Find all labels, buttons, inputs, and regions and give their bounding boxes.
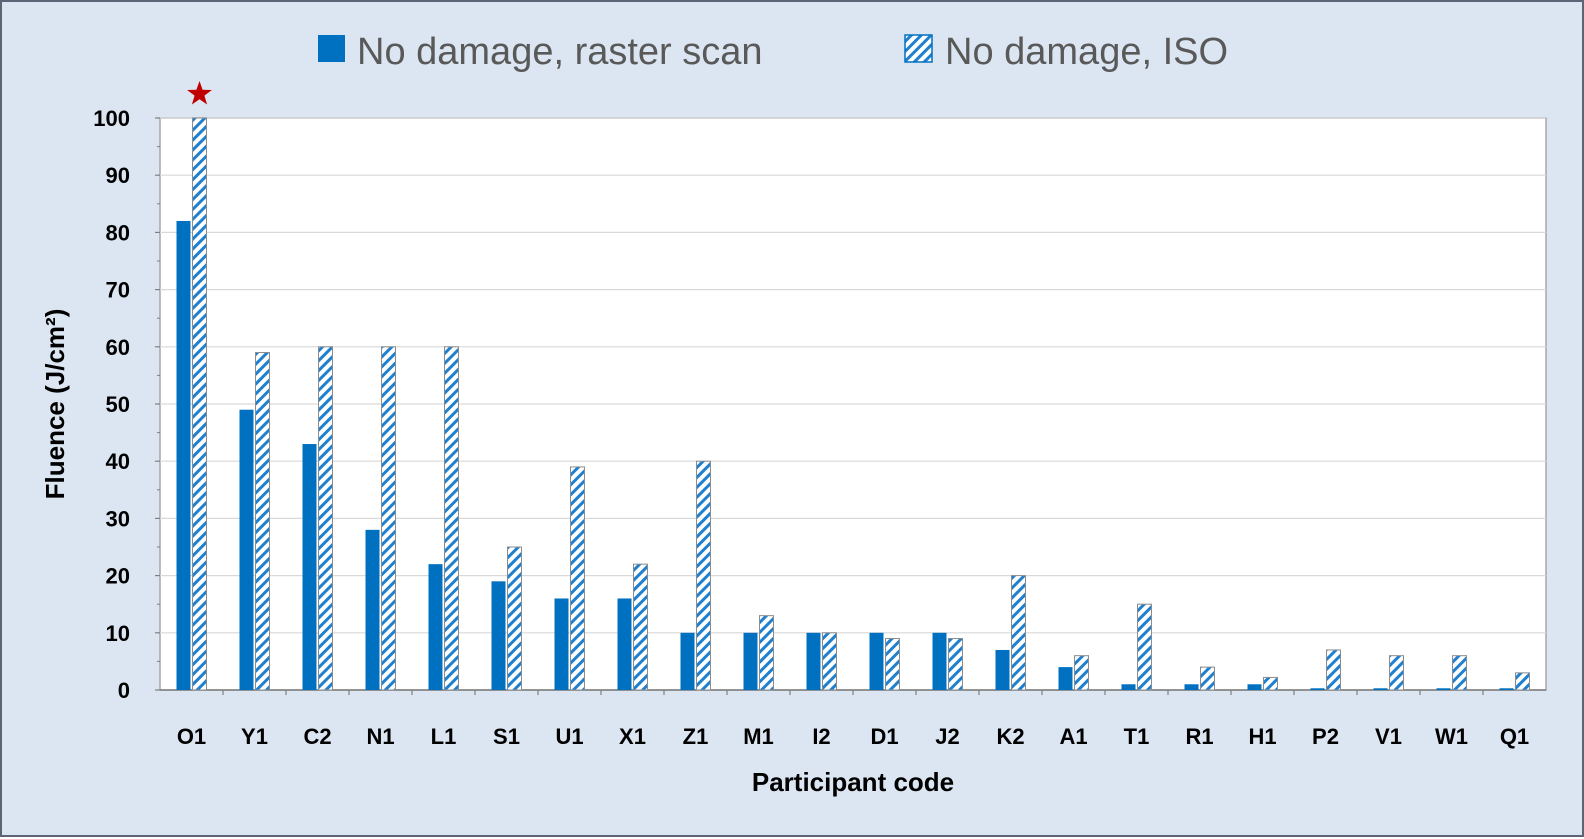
y-tick-label: 70 <box>106 278 130 303</box>
bars <box>176 117 1530 691</box>
bar-iso <box>1389 655 1404 691</box>
y-tick-label: 40 <box>106 449 130 474</box>
bar-iso <box>192 117 207 691</box>
x-tick-label: J2 <box>935 724 959 749</box>
y-tick-label: 30 <box>106 506 130 531</box>
legend-swatch-iso <box>904 34 933 63</box>
bar-raster-scan <box>932 632 947 690</box>
x-tick-label: S1 <box>493 724 520 749</box>
bar-iso <box>381 346 396 691</box>
star-icon <box>187 81 212 105</box>
legend-swatch-raster <box>318 35 345 62</box>
x-tick-label: A1 <box>1059 724 1087 749</box>
bar-iso <box>318 346 333 691</box>
x-tick-label: X1 <box>619 724 646 749</box>
bar-iso <box>1263 676 1278 691</box>
y-tick-label: 20 <box>106 564 130 589</box>
bar-raster-scan <box>1373 688 1388 690</box>
bar-raster-scan <box>554 598 569 690</box>
bar-iso <box>948 638 963 691</box>
bar-raster-scan <box>239 409 254 690</box>
annotations <box>187 81 212 105</box>
bar-iso <box>507 546 522 691</box>
x-tick-label: Q1 <box>1500 724 1529 749</box>
bar-iso <box>1074 655 1089 691</box>
x-tick-label: N1 <box>366 724 394 749</box>
bar-iso <box>1452 655 1467 691</box>
y-axis-title: Fluence (J/cm²) <box>40 309 70 500</box>
y-tick-label: 0 <box>118 678 130 703</box>
bar-iso <box>633 563 648 691</box>
y-tick-label: 10 <box>106 621 130 646</box>
bar-raster-scan <box>1310 688 1325 690</box>
bar-raster-scan <box>806 632 821 690</box>
bar-raster-scan <box>617 598 632 690</box>
bar-iso <box>570 466 585 691</box>
bar-raster-scan <box>365 529 380 690</box>
x-tick-label: U1 <box>555 724 583 749</box>
x-tick-label: W1 <box>1435 724 1468 749</box>
x-tick-label: T1 <box>1124 724 1150 749</box>
legend-label-raster: No damage, raster scan <box>357 31 763 73</box>
x-axis: O1 Y1 C2 N1 L1 S1 U1 X1 Z1 M1 I2 D1 J2 K2 A1 T1 R1 H1 P2 V1… <box>177 690 1529 749</box>
bar-raster-scan <box>491 581 506 690</box>
bar-raster-scan <box>869 632 884 690</box>
y-axis: 0 10 20 30 40 50 60 70 80 90 100 <box>93 106 1546 703</box>
bar-iso <box>1200 666 1215 691</box>
bar-raster-scan <box>302 444 317 690</box>
x-tick-label: D1 <box>870 724 898 749</box>
bar-iso <box>696 460 711 691</box>
x-tick-label: R1 <box>1185 724 1213 749</box>
bar-iso <box>822 632 837 691</box>
x-tick-label: Z1 <box>683 724 709 749</box>
bar-iso <box>255 352 270 691</box>
x-tick-label: I2 <box>812 724 830 749</box>
y-tick-label: 80 <box>106 220 130 245</box>
bar-iso <box>1515 672 1530 691</box>
bar-raster-scan <box>176 220 191 690</box>
x-tick-label: C2 <box>303 724 331 749</box>
bar-iso <box>1326 649 1341 691</box>
x-tick-label: O1 <box>177 724 206 749</box>
bar-raster-scan <box>1499 688 1514 690</box>
bar-raster-scan <box>1058 667 1073 690</box>
bar-raster-scan <box>1436 688 1451 690</box>
x-tick-label: L1 <box>431 724 457 749</box>
y-tick-label: 100 <box>93 106 130 131</box>
bar-raster-scan <box>995 649 1010 690</box>
bar-raster-scan <box>743 632 758 690</box>
legend-label-iso: No damage, ISO <box>945 31 1228 73</box>
y-tick-label: 90 <box>106 163 130 188</box>
x-tick-label: H1 <box>1248 724 1276 749</box>
bar-iso <box>444 346 459 691</box>
bar-iso <box>885 638 900 691</box>
x-tick-label: Y1 <box>241 724 268 749</box>
x-tick-label: K2 <box>996 724 1024 749</box>
x-tick-label: P2 <box>1312 724 1339 749</box>
x-tick-label: V1 <box>1375 724 1402 749</box>
y-tick-label: 50 <box>106 392 130 417</box>
legend: No damage, raster scan No damage, ISO <box>318 31 1228 73</box>
bar-iso <box>1011 575 1026 691</box>
bar-iso <box>759 615 774 691</box>
bar-iso <box>1137 603 1152 691</box>
x-tick-label: M1 <box>743 724 774 749</box>
x-axis-title: Participant code <box>752 767 954 797</box>
bar-raster-scan <box>1184 684 1199 690</box>
bar-raster-scan <box>680 632 695 690</box>
bar-raster-scan <box>428 564 443 690</box>
y-tick-label: 60 <box>106 335 130 360</box>
bar-raster-scan <box>1121 684 1136 690</box>
bar-raster-scan <box>1247 684 1262 690</box>
